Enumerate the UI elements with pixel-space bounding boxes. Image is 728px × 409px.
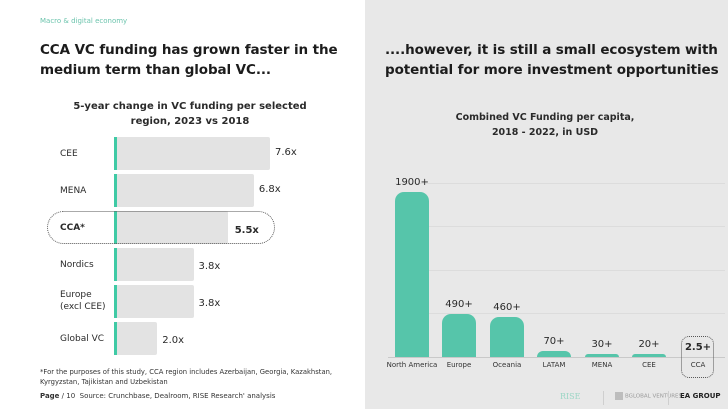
bar <box>117 248 194 281</box>
bar <box>117 285 194 318</box>
bar-category-label: MENA <box>60 186 87 196</box>
page-number: / 10 <box>61 392 76 400</box>
rise-logo: RISE <box>560 392 581 401</box>
bar <box>632 354 666 357</box>
bar <box>117 322 158 355</box>
cca-highlight-outline <box>47 211 275 244</box>
left-chart-title: 5-year change in VC funding per selected… <box>73 101 307 127</box>
bar <box>117 211 228 244</box>
left-headline: CCA VC funding has grown faster in the m… <box>40 42 338 78</box>
bar <box>442 314 476 357</box>
bar-category-label: CCA <box>690 361 706 369</box>
section-tag: Macro & digital economy <box>40 17 128 25</box>
bar-category-label: MENA <box>591 361 613 369</box>
bar-axis-marker <box>114 174 117 207</box>
bar-category-label: CEE <box>60 149 78 159</box>
chart-baseline <box>388 357 725 358</box>
bar-value-label: 1900+ <box>395 177 429 188</box>
bar <box>117 137 270 170</box>
bar-value-label: 3.8x <box>198 298 221 309</box>
bar-value-label: 70+ <box>543 336 565 347</box>
bar-axis-marker <box>114 137 117 170</box>
bar-axis-marker <box>114 248 117 281</box>
bar-value-label: 460+ <box>493 302 521 314</box>
bar-value-label: 3.8x <box>198 261 221 272</box>
bar-category-label: CEE <box>642 361 656 369</box>
bar-axis-marker <box>114 285 117 318</box>
bar-category-label: Nordics <box>60 260 94 270</box>
bar-value-label: 5.5x <box>234 225 259 236</box>
bar-axis-marker <box>114 322 117 355</box>
bar <box>585 354 619 357</box>
bar-category-label: CCA* <box>60 223 85 233</box>
bar-value-label: 30+ <box>591 339 613 350</box>
bar-value-label: 7.6x <box>275 147 297 158</box>
bar-category-label: Oceania <box>492 361 522 369</box>
bar <box>117 174 254 207</box>
ea-group-logo: EA GROUP <box>680 392 721 400</box>
page-label: Page <box>40 392 60 400</box>
cca-highlight-box <box>681 336 714 378</box>
bar-value-label: 6.8x <box>258 184 281 195</box>
right-headline: ....however, it is still a small ecosyst… <box>385 42 719 78</box>
bar-category-label: Global VC <box>60 334 105 344</box>
logo-separator <box>603 391 604 405</box>
bar-value-label: 490+ <box>445 299 473 311</box>
right-chart-title: Combined VC Funding per capita, 2018 - 2… <box>455 112 635 138</box>
bar-category-label: North America <box>386 361 438 369</box>
bglobal-logo: BGLOBAL VENTURES <box>615 392 682 400</box>
bar-category-label: Europe <box>446 361 472 369</box>
gridline <box>395 270 725 271</box>
bar <box>395 192 429 357</box>
bar-value-label: 2.5+ <box>684 342 712 353</box>
bar-axis-marker <box>114 211 117 244</box>
source-text: Source: Crunchbase, Dealroom, RISE Resea… <box>79 392 276 400</box>
bar-value-label: 2.0x <box>162 335 185 346</box>
bar-category-label: LATAM <box>542 361 566 369</box>
bar <box>490 317 524 357</box>
gridline <box>395 183 725 184</box>
bar-category-label: Europe (excl CEE) <box>60 290 106 312</box>
source-line: Page / 10 Source: Crunchbase, Dealroom, … <box>40 392 275 400</box>
bar <box>537 351 571 357</box>
gridline <box>395 313 725 314</box>
gridline <box>395 226 725 227</box>
bglobal-icon <box>615 392 623 400</box>
footnote: *For the purposes of this study, CCA reg… <box>40 368 333 386</box>
bar-value-label: 20+ <box>638 339 660 350</box>
logo-separator <box>668 391 669 405</box>
